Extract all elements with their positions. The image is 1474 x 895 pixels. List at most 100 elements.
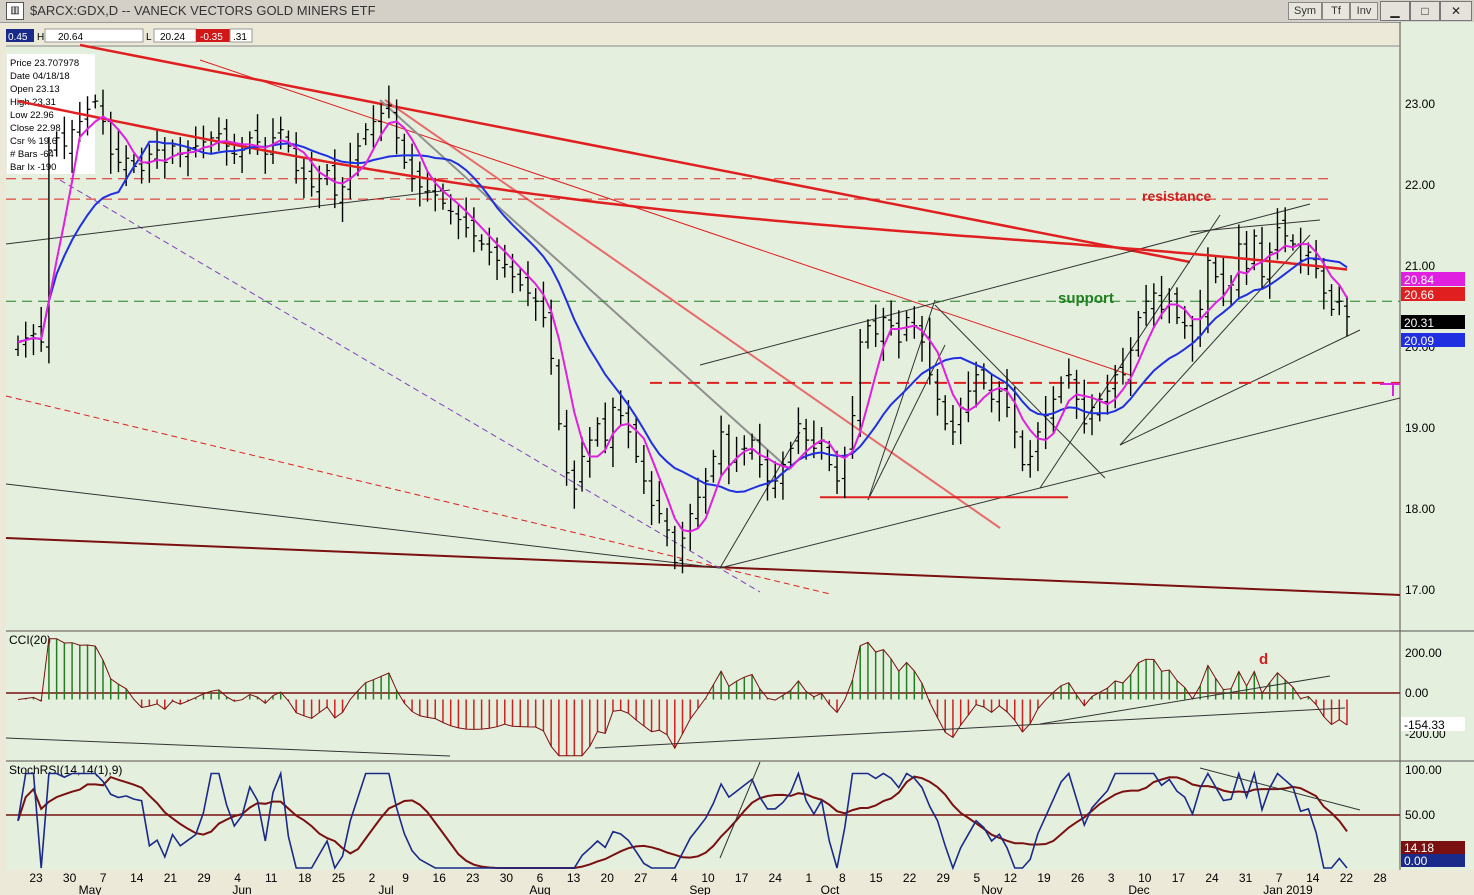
- date-tick: 8: [839, 871, 846, 885]
- trendline-red-major: [79, 43, 1191, 264]
- cursor-marker-icon: [1380, 383, 1400, 396]
- price-chart[interactable]: 0.45 H 20.64 L 20.24 -0.35 .31 Price 23.…: [0, 22, 1474, 895]
- title-bar: ▥ $ARCX:GDX,D -- VANECK VECTORS GOLD MIN…: [0, 0, 1474, 23]
- date-tick: 4: [671, 871, 678, 885]
- month-label: Nov: [981, 883, 1002, 895]
- date-tick: 26: [1071, 871, 1085, 885]
- date-tick: 29: [197, 871, 211, 885]
- tag-close: 20.31: [1404, 316, 1434, 330]
- chart-app-icon: ▥: [6, 2, 24, 20]
- quote-volume: .31: [233, 32, 247, 43]
- price-tick: 22.00: [1405, 178, 1435, 192]
- info-price: Price 23.707978: [10, 58, 79, 69]
- stochrsi-trendline: [1199, 767, 1361, 811]
- date-tick: 16: [433, 871, 447, 885]
- date-tick: 25: [332, 871, 346, 885]
- date-tick: 7: [100, 871, 107, 885]
- date-tick: 18: [298, 871, 312, 885]
- tag-ma20: 20.09: [1404, 334, 1434, 348]
- price-tick: 21.00: [1405, 259, 1435, 273]
- quote-change-box: [196, 29, 230, 42]
- close-icon[interactable]: ✕: [1440, 1, 1472, 21]
- cci-trendline-3: [5, 737, 451, 757]
- cci-trendline: [594, 707, 1346, 749]
- cci-mark-label: d: [1259, 651, 1268, 668]
- trendline-black-low: [5, 483, 721, 569]
- maximize-icon[interactable]: □: [1410, 1, 1440, 21]
- month-label: Sep: [689, 883, 711, 895]
- stochrsi-axis: 100.00 50.00: [1405, 763, 1442, 822]
- date-tick: 13: [567, 871, 581, 885]
- date-tick: 19: [1037, 871, 1051, 885]
- price-tick: 17.00: [1405, 583, 1435, 597]
- ma200-line: [17, 99, 1348, 271]
- date-tick: 27: [634, 871, 648, 885]
- date-tick: 1: [805, 871, 812, 885]
- cci-tick: 200.00: [1405, 646, 1442, 660]
- cci-panel: [6, 632, 1400, 760]
- stochrsi-trendline-2: [719, 761, 761, 859]
- cci-histogram: [17, 638, 1348, 757]
- date-tick: 22: [1340, 871, 1354, 885]
- stochrsi-tag-signal: 14.18: [1404, 841, 1434, 855]
- tf-button[interactable]: Tf: [1322, 2, 1350, 20]
- quote-high: 20.64: [58, 32, 83, 43]
- tag-close-bg: [1401, 315, 1465, 329]
- trendline-jan-top: [1189, 219, 1321, 233]
- trendline-channel-top: [699, 203, 1311, 366]
- date-tick: 23: [466, 871, 480, 885]
- trendlines: [5, 43, 1401, 596]
- date-tick: 5: [973, 871, 980, 885]
- price-tags: 20.84 20.66 20.31 20.09: [1401, 272, 1465, 348]
- date-tick: 12: [1004, 871, 1018, 885]
- price-tick: 19.00: [1405, 421, 1435, 435]
- tag-ma200-bg: [1401, 287, 1465, 301]
- price-panel: [6, 45, 1400, 630]
- cci-label: CCI(20): [9, 633, 51, 647]
- date-tick: 3: [1108, 871, 1115, 885]
- quote-open-box: [6, 29, 34, 42]
- stochrsi-tag-signal-bg: [1401, 841, 1465, 854]
- date-tick: 9: [402, 871, 409, 885]
- price-tick: 23.00: [1405, 97, 1435, 111]
- cci-tag-bg: [1401, 717, 1465, 731]
- quote-low-label: L: [146, 32, 152, 43]
- date-tick: 30: [500, 871, 514, 885]
- date-tick: 20: [601, 871, 615, 885]
- trendline-dec-up-3: [1119, 329, 1361, 446]
- date-tick: 7: [1276, 871, 1283, 885]
- date-tick: 4: [234, 871, 241, 885]
- date-tick: 22: [903, 871, 917, 885]
- date-axis: 23 30 7 14 21 29 4 11 18 25 2 9 16 23 30 6 13 20 27 4 10 17 24…: [29, 871, 1387, 895]
- trendline-purple-dashed: [59, 179, 761, 593]
- quote-low: 20.24: [160, 32, 185, 43]
- cci-tick: 0.00: [1405, 686, 1429, 700]
- date-tick: 17: [1172, 871, 1186, 885]
- info-bars: # Bars -64: [10, 149, 54, 160]
- date-tick: 28: [1373, 871, 1387, 885]
- moving-averages: [17, 99, 1348, 533]
- month-label: Jun: [232, 883, 251, 895]
- info-close: Close 22.98: [10, 123, 61, 134]
- date-tick: 10: [1138, 871, 1152, 885]
- info-high: High 23.31: [10, 97, 56, 108]
- window-title: $ARCX:GDX,D -- VANECK VECTORS GOLD MINER…: [30, 3, 376, 18]
- inv-button[interactable]: Inv: [1350, 2, 1378, 20]
- stochrsi-tag-main-bg: [1401, 854, 1465, 867]
- minimize-icon[interactable]: ▁: [1380, 1, 1410, 21]
- stochrsi-main-line: [17, 770, 1348, 871]
- trendline-red-thin: [199, 59, 1131, 376]
- date-tick: 30: [63, 871, 77, 885]
- info-csr: Csr % 19.6: [10, 136, 57, 147]
- price-tick: 18.00: [1405, 502, 1435, 516]
- date-tick: 24: [769, 871, 783, 885]
- info-low: Low 22.96: [10, 110, 54, 121]
- trendline-sep-up: [719, 431, 801, 569]
- sym-button[interactable]: Sym: [1288, 2, 1322, 20]
- stochrsi-tick: 50.00: [1405, 808, 1435, 822]
- tag-ma200: 20.66: [1404, 288, 1434, 302]
- ma20-line: [17, 140, 1348, 494]
- quote-high-label: H: [37, 32, 44, 43]
- month-label: Dec: [1128, 883, 1149, 895]
- stochrsi-tick: 100.00: [1405, 763, 1442, 777]
